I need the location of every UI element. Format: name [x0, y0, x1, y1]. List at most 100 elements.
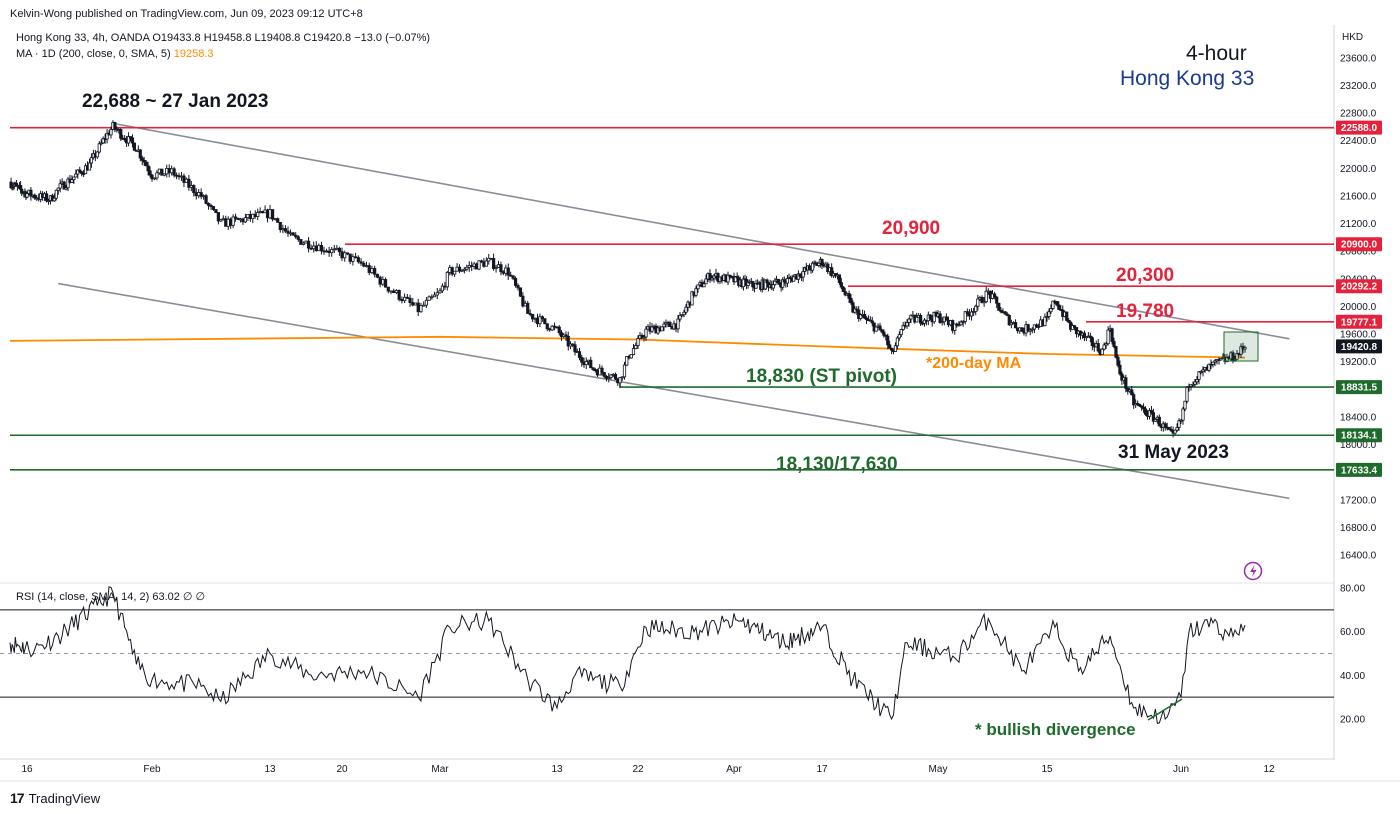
candlestick-series[interactable]: [9, 120, 1247, 438]
candle-body: [202, 195, 206, 198]
y-tick-label: 19600.0: [1340, 330, 1377, 341]
x-tick-label: 17: [816, 764, 828, 775]
price-tag: [1336, 314, 1382, 329]
candle-body: [246, 213, 250, 219]
candle-body: [477, 260, 481, 270]
candle-body: [492, 257, 496, 269]
candle-body: [460, 269, 464, 272]
candle-body: [859, 314, 863, 319]
candle-body: [1034, 324, 1039, 327]
candle-body: [327, 250, 331, 254]
candle-body: [886, 335, 890, 346]
candle-body: [233, 216, 238, 219]
candle-body: [419, 305, 423, 313]
candle-body: [801, 271, 805, 278]
candle-body: [997, 302, 1001, 311]
candle-body: [897, 334, 901, 339]
candle-body: [1243, 346, 1247, 350]
candle-body: [337, 247, 342, 253]
candle-body: [306, 240, 311, 249]
candle-body: [625, 356, 629, 366]
instrument-legend[interactable]: Hong Kong 33, 4h, OANDA O19433.8 H19458.…: [16, 32, 431, 44]
candle-body: [197, 192, 201, 197]
candle-body: [340, 251, 344, 259]
price-tag: [1336, 462, 1382, 477]
candle-body: [1147, 410, 1152, 417]
candle-body: [1003, 311, 1007, 315]
candle-body: [317, 245, 321, 252]
candle-body: [557, 326, 561, 334]
ma-200d-line[interactable]: [9, 335, 1246, 359]
ma-legend[interactable]: MA · 1D (200, close, 0, SMA, 5) 19258.3: [16, 48, 214, 60]
x-tick-label: May: [929, 764, 948, 775]
candle-body: [1211, 361, 1215, 365]
candle-body: [375, 273, 379, 278]
candle-body: [1181, 408, 1185, 421]
y-tick-label: 20800.0: [1340, 247, 1377, 258]
candle-body: [304, 240, 308, 244]
candle-body: [445, 272, 449, 288]
candle-body: [726, 274, 730, 283]
candle-body: [589, 359, 593, 369]
candle-body: [261, 211, 265, 214]
candle-body: [140, 157, 144, 161]
candle-body: [531, 313, 535, 320]
channel-upper-line[interactable]: [112, 122, 1290, 340]
candle-body: [296, 236, 300, 240]
candle-body: [511, 275, 515, 279]
candle-body: [849, 297, 853, 304]
price-tag-label: 22588.0: [1341, 123, 1378, 134]
candle-body: [276, 218, 280, 223]
candle-body: [148, 170, 152, 176]
consolidation-box[interactable]: [1223, 331, 1259, 362]
candle-body: [438, 290, 442, 294]
candle-body: [540, 316, 544, 320]
y-tick-label: 17200.0: [1340, 495, 1377, 506]
candle-body: [992, 293, 997, 298]
rsi-line[interactable]: [9, 586, 1246, 725]
candle-body: [462, 268, 466, 271]
candle-body: [291, 232, 295, 236]
candle-body: [253, 213, 257, 217]
candle-body: [702, 283, 706, 288]
candle-body: [1118, 364, 1122, 375]
candle-body: [56, 187, 60, 191]
candle-body: [142, 159, 146, 163]
rsi-legend[interactable]: RSI (14, close, SMA, 14, 2) 63.02 ∅ ∅: [16, 591, 206, 603]
candle-body: [776, 278, 780, 284]
candle-body: [105, 132, 109, 140]
candle-body: [1199, 371, 1203, 374]
candle-body: [99, 142, 103, 145]
candle-body: [101, 138, 105, 144]
candle-body: [880, 329, 884, 333]
footer-brand[interactable]: 17 TradingView: [10, 790, 100, 806]
candle-body: [668, 322, 672, 327]
candle-body: [584, 361, 588, 366]
candle-body: [1112, 341, 1116, 347]
divergence-line[interactable]: [1147, 698, 1183, 721]
candle-body: [905, 322, 909, 327]
candle-body: [961, 320, 965, 323]
channel-lower-line[interactable]: [58, 282, 1290, 500]
replay-bolt-icon[interactable]: [1243, 561, 1263, 581]
candle-body: [1020, 327, 1024, 332]
candle-body: [204, 195, 208, 204]
bolt-glyph-icon: [1250, 565, 1257, 577]
price-tag: [1336, 279, 1382, 294]
candle-body: [179, 175, 184, 178]
candle-body: [1153, 418, 1157, 422]
footer-brand-text: TradingView: [28, 790, 101, 806]
candle-body: [130, 137, 135, 144]
candle-body: [1169, 429, 1173, 432]
y-tick-label: 18400.0: [1340, 412, 1377, 423]
candle-body: [1104, 343, 1108, 346]
candle-body: [874, 326, 878, 332]
y-tick-label: 23600.0: [1340, 53, 1377, 64]
candle-body: [710, 277, 714, 281]
candle-body: [882, 331, 886, 336]
candle-body: [332, 248, 336, 251]
candle-body: [545, 323, 549, 330]
candle-body: [771, 284, 775, 289]
chart-annotation: 20,300: [1116, 265, 1174, 286]
